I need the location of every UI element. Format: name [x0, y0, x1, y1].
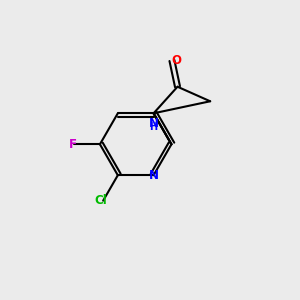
Text: N: N	[148, 169, 159, 182]
Text: F: F	[69, 138, 77, 151]
Text: Cl: Cl	[94, 194, 107, 207]
Text: H: H	[149, 122, 158, 133]
Text: O: O	[172, 54, 182, 67]
Text: N: N	[148, 117, 159, 130]
